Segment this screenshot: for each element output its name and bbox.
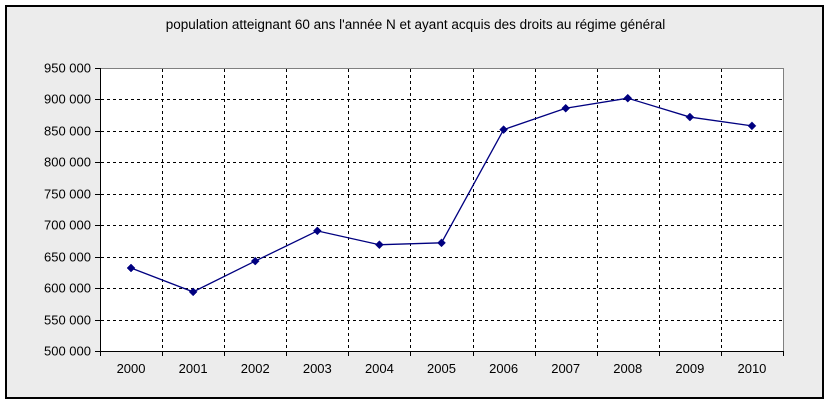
data-point-marker xyxy=(561,103,571,113)
x-tick-label: 2007 xyxy=(551,361,580,376)
data-point-marker xyxy=(188,287,198,297)
data-point-marker xyxy=(685,112,695,122)
data-point-marker xyxy=(126,263,136,273)
data-point-marker xyxy=(623,93,633,103)
data-point-marker xyxy=(250,256,260,266)
y-tick-label: 550 000 xyxy=(44,313,91,328)
x-tick-label: 2005 xyxy=(427,361,456,376)
plot-background xyxy=(100,68,783,351)
y-tick-label: 950 000 xyxy=(44,61,91,76)
y-tick-label: 800 000 xyxy=(44,155,91,170)
x-tick-label: 2003 xyxy=(303,361,332,376)
data-point-marker xyxy=(437,238,446,248)
y-tick-label: 600 000 xyxy=(44,281,91,296)
x-tick-label: 2006 xyxy=(489,361,518,376)
x-tick-label: 2004 xyxy=(365,361,394,376)
y-tick-label: 650 000 xyxy=(44,250,91,265)
y-tick-label: 700 000 xyxy=(44,218,91,233)
chart-title: population atteignant 60 ans l'année N e… xyxy=(165,17,666,32)
data-point-marker xyxy=(375,240,384,250)
y-tick-label: 850 000 xyxy=(44,124,91,139)
x-tick-label: 2008 xyxy=(613,361,642,376)
x-tick-label: 2010 xyxy=(737,361,766,376)
data-point-marker xyxy=(499,125,508,134)
data-point-marker xyxy=(747,121,757,131)
y-tick-label: 750 000 xyxy=(44,187,91,202)
x-tick-label: 2000 xyxy=(117,361,146,376)
y-tick-label: 500 000 xyxy=(44,344,91,359)
x-tick-label: 2002 xyxy=(241,361,270,376)
y-tick-label: 900 000 xyxy=(44,92,91,107)
data-point-marker xyxy=(312,226,322,236)
x-tick-label: 2001 xyxy=(179,361,208,376)
x-tick-label: 2009 xyxy=(675,361,704,376)
